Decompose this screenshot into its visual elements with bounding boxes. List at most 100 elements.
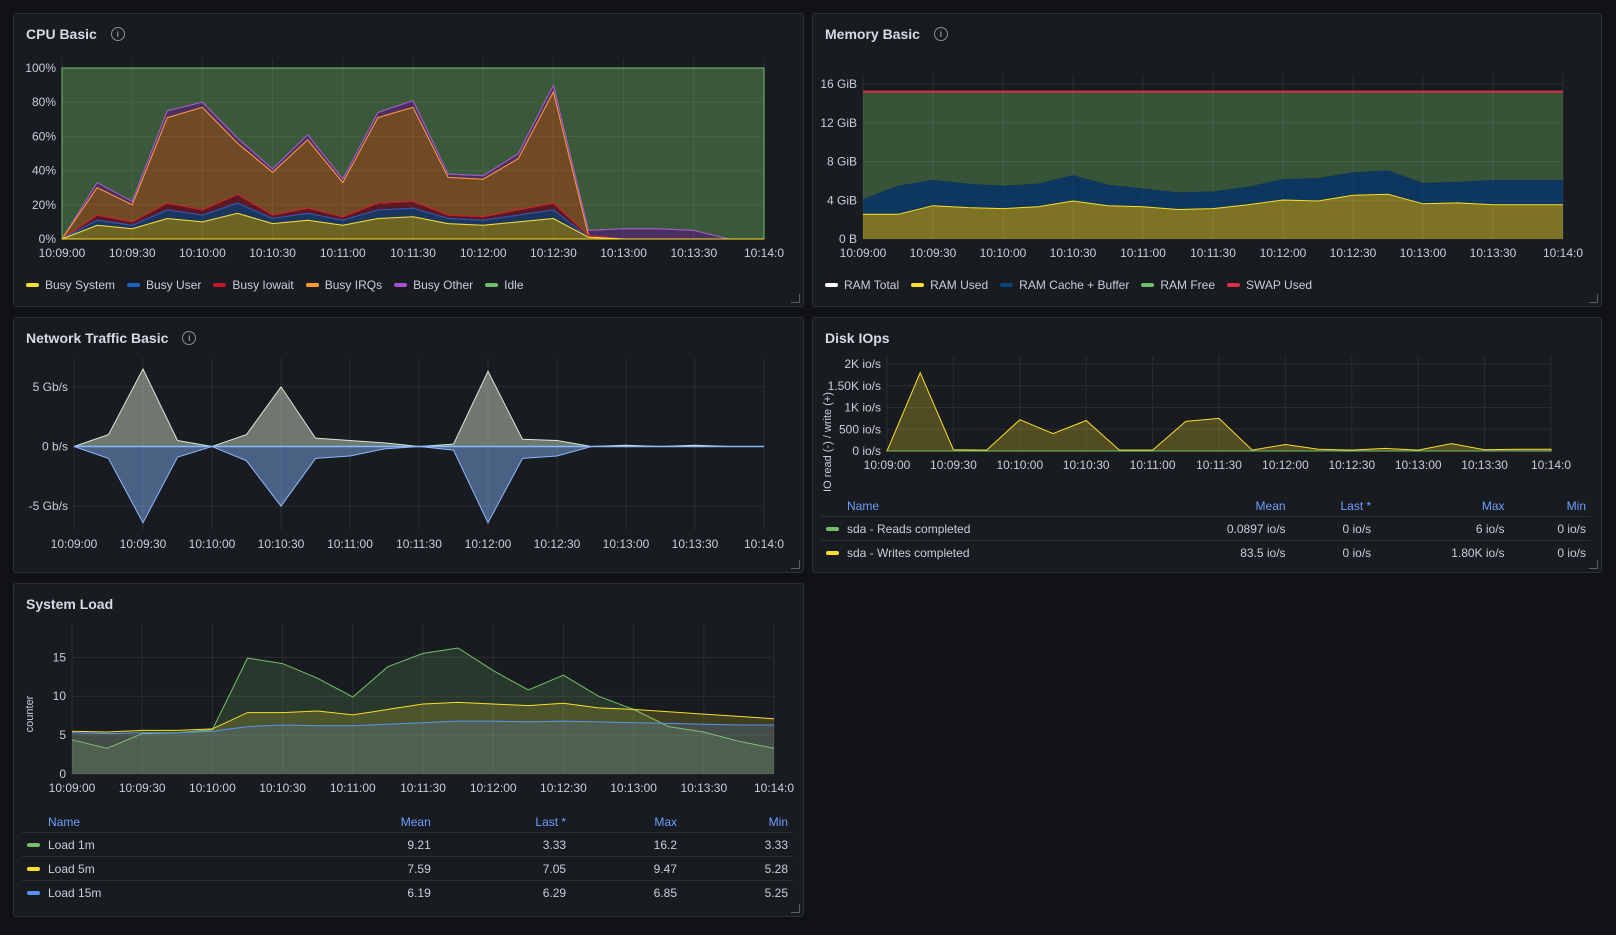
value-last: 0 io/s [1290, 540, 1377, 564]
column-header-name[interactable]: Name [48, 815, 81, 829]
x-tick-label: 10:13:30 [672, 537, 719, 551]
value-min: 0 io/s [1509, 516, 1591, 541]
y-tick-label: 5 Gb/s [33, 380, 68, 394]
value-mean: 9.21 [302, 832, 436, 857]
legend-item[interactable]: Idle [485, 278, 524, 292]
value-min: 0 io/s [1509, 540, 1591, 564]
y-tick-label: 80% [32, 95, 56, 109]
legend-label: RAM Used [930, 278, 989, 292]
value-mean: 6.19 [302, 880, 436, 904]
table-row[interactable]: Load 5m 7.59 7.05 9.47 5.28 [22, 856, 793, 881]
value-max: 6.85 [571, 880, 683, 904]
legend-color-swatch [1141, 283, 1155, 287]
legend-item[interactable]: Busy Other [394, 278, 473, 292]
y-axis-label: IO read (-) / write (+) [822, 392, 834, 492]
series-area-ram-used [863, 194, 1563, 239]
column-header-min[interactable]: Min [768, 815, 788, 829]
legend-item[interactable]: RAM Total [825, 278, 899, 292]
column-header-name[interactable]: Name [847, 499, 880, 513]
x-tick-label: 10:12:30 [534, 537, 581, 551]
y-tick-label: 5 [59, 728, 66, 742]
legend-color-swatch [305, 283, 319, 287]
legend-item[interactable]: RAM Used [911, 278, 988, 292]
x-tick-label: 10:09:30 [910, 246, 957, 260]
column-header-min[interactable]: Min [1566, 499, 1586, 513]
y-tick-label: 10 [53, 689, 67, 703]
cpu-legend: Busy System Busy User Busy Iowait Busy IRQs… [26, 278, 524, 292]
x-tick-label: 10:09:00 [49, 781, 96, 795]
legend-item[interactable]: RAM Free [1141, 278, 1215, 292]
series-name: sda - Writes completed [847, 545, 970, 560]
x-tick-label: 10:09:30 [109, 246, 156, 260]
panel-title[interactable]: Network Traffic Basic i [26, 330, 197, 346]
resize-handle[interactable] [791, 294, 800, 303]
y-tick-label: 12 GiB [820, 116, 857, 130]
legend-color-swatch [826, 527, 839, 532]
resize-handle[interactable] [1589, 294, 1598, 303]
value-mean: 83.5 io/s [1145, 540, 1291, 564]
column-header-last[interactable]: Last * [535, 815, 567, 829]
value-max: 16.2 [571, 832, 683, 857]
table-row[interactable]: Load 15m 6.19 6.29 6.85 5.25 [22, 880, 793, 904]
x-tick-label: 10:14:0 [744, 537, 784, 551]
x-tick-label: 10:10:00 [189, 537, 236, 551]
table-row[interactable]: sda - Writes completed 83.5 io/s 0 io/s 1.8… [821, 540, 1591, 564]
x-tick-label: 10:10:30 [258, 537, 305, 551]
column-header-max[interactable]: Max [1481, 499, 1505, 513]
y-tick-label: 500 io/s [839, 422, 881, 436]
x-tick-label: 10:12:00 [1260, 246, 1307, 260]
legend-color-swatch [27, 891, 40, 896]
resize-handle[interactable] [791, 904, 800, 913]
info-icon[interactable]: i [110, 27, 125, 41]
y-tick-label: 0% [39, 232, 57, 246]
load-chart: counter 15 10 5 010:09:00 10:09:30 10:10:00 10… [24, 624, 794, 795]
series-name: sda - Reads completed [847, 521, 971, 536]
x-tick-label: 10:09:30 [930, 458, 977, 472]
x-tick-label: 10:10:00 [996, 458, 1043, 472]
legend-color-swatch [213, 283, 227, 287]
series-area-load-15m [72, 721, 774, 774]
panel-title[interactable]: CPU Basic i [26, 26, 125, 42]
x-tick-label: 10:10:00 [980, 246, 1027, 260]
value-last: 0 io/s [1290, 516, 1377, 541]
x-tick-label: 10:12:30 [530, 246, 577, 260]
x-tick-label: 10:14:0 [754, 781, 794, 795]
legend-label: RAM Cache + Buffer [1019, 278, 1130, 292]
legend-item[interactable]: Busy System [26, 278, 115, 292]
table-row[interactable]: Load 1m 9.21 3.33 16.2 3.33 [22, 832, 793, 857]
y-tick-label: 100% [25, 61, 56, 75]
x-tick-label: 10:09:00 [864, 458, 911, 472]
x-tick-label: 10:10:30 [1050, 246, 1097, 260]
legend-item[interactable]: RAM Cache + Buffer [1000, 278, 1129, 292]
table-row[interactable]: sda - Reads completed 0.0897 io/s 0 io/s 6 … [821, 516, 1591, 541]
y-tick-label: 1K io/s [844, 401, 881, 415]
value-min: 3.33 [682, 832, 793, 857]
legend-item[interactable]: Busy IRQs [305, 278, 382, 292]
panel-title[interactable]: System Load [26, 596, 114, 612]
legend-item[interactable]: Busy User [127, 278, 201, 292]
column-header-mean[interactable]: Mean [400, 815, 431, 829]
legend-item[interactable]: SWAP Used [1227, 278, 1312, 292]
x-tick-label: 10:13:30 [670, 246, 717, 260]
x-tick-label: 10:14:0 [1543, 246, 1583, 260]
disk-legend-table: Name Mean Last * Max Min sda - Reads complete… [821, 496, 1591, 564]
y-tick-label: 20% [32, 198, 56, 212]
panel-title[interactable]: Disk IOps [825, 330, 890, 346]
x-tick-label: 10:13:00 [610, 781, 657, 795]
x-tick-label: 10:13:30 [1461, 458, 1508, 472]
panel-title[interactable]: Memory Basic i [825, 26, 948, 42]
resize-handle[interactable] [791, 560, 800, 569]
column-header-mean[interactable]: Mean [1255, 499, 1286, 513]
x-tick-label: 10:10:30 [249, 246, 296, 260]
memory-legend: RAM Total RAM Used RAM Cache + Buffer RAM F… [825, 278, 1312, 292]
resize-handle[interactable] [1589, 560, 1598, 569]
column-header-max[interactable]: Max [654, 815, 678, 829]
column-header-last[interactable]: Last * [1340, 499, 1372, 513]
info-icon[interactable]: i [182, 331, 197, 345]
x-tick-label: 10:12:30 [1328, 458, 1375, 472]
info-icon[interactable]: i [933, 27, 948, 41]
x-tick-label: 10:14:0 [1531, 458, 1571, 472]
legend-label: Busy User [146, 278, 202, 292]
value-min: 5.28 [682, 856, 793, 881]
legend-item[interactable]: Busy Iowait [213, 278, 294, 292]
